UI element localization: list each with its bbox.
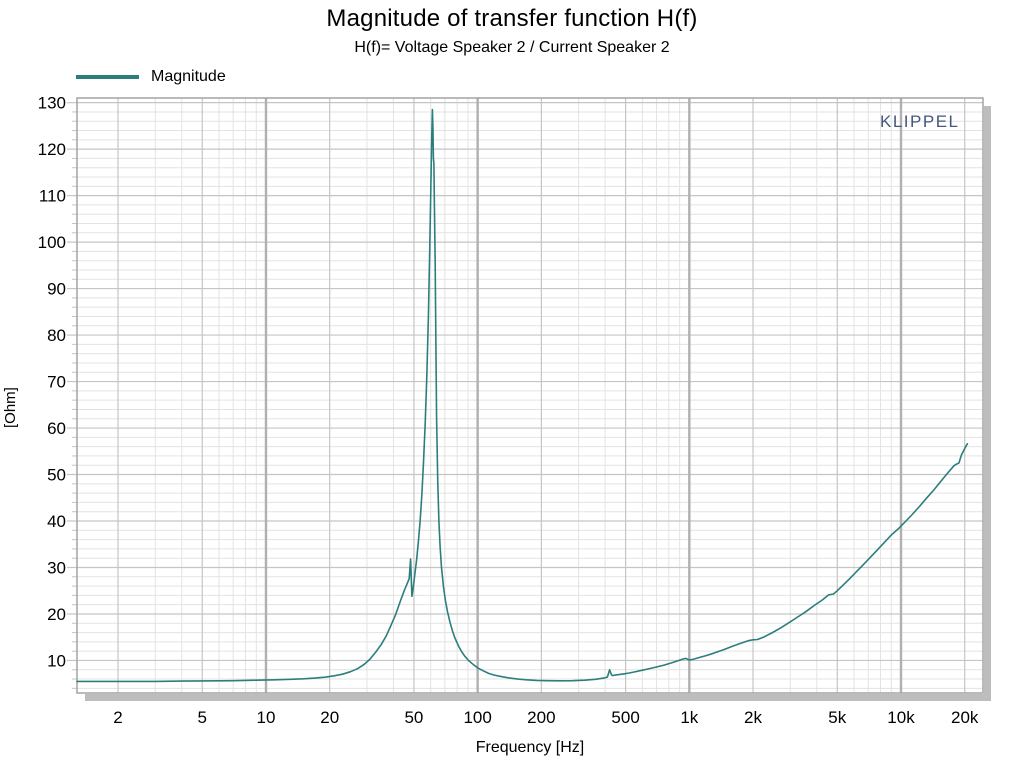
x-tick-label: 2k <box>744 708 762 727</box>
x-tick-label: 5k <box>828 708 846 727</box>
y-tick-label: 80 <box>47 326 66 345</box>
y-tick-label: 70 <box>47 373 66 392</box>
x-tick-label: 1k <box>680 708 698 727</box>
y-tick-label: 130 <box>38 94 66 113</box>
page-subtitle: H(f)= Voltage Speaker 2 / Current Speake… <box>354 39 670 56</box>
legend: Magnitude <box>76 68 226 86</box>
klippel-watermark: KLIPPEL <box>880 112 960 131</box>
y-tick-label: 10 <box>47 651 66 670</box>
y-tick-label: 110 <box>39 187 66 206</box>
y-tick-label: 30 <box>47 558 66 577</box>
y-tick-label: 90 <box>47 280 66 299</box>
x-tick-label: 100 <box>463 708 491 727</box>
y-tick-label: 20 <box>47 605 66 624</box>
x-tick-label: 5 <box>198 708 207 727</box>
x-tick-label: 10k <box>887 708 915 727</box>
y-tick-label: 60 <box>47 419 66 438</box>
x-tick-label: 50 <box>404 708 423 727</box>
y-tick-label: 50 <box>47 466 66 485</box>
magnitude-curve <box>76 108 969 683</box>
legend-label: Magnitude <box>151 68 226 85</box>
page-title: Magnitude of transfer function H(f) <box>326 5 698 32</box>
y-tick-label: 40 <box>47 512 66 531</box>
legend-line-swatch <box>76 75 139 79</box>
y-tick-label: 100 <box>38 233 66 252</box>
x-tick-label: 2 <box>113 708 122 727</box>
x-tick-label: 20 <box>320 708 339 727</box>
x-tick-label: 20k <box>951 708 979 727</box>
x-tick-label: 10 <box>257 708 276 727</box>
y-axis-label: [Ohm] <box>2 387 19 428</box>
x-tick-label: 500 <box>611 708 639 727</box>
x-tick-label: 200 <box>527 708 555 727</box>
x-axis-label: Frequency [Hz] <box>475 739 585 756</box>
y-tick-label: 120 <box>38 140 66 159</box>
